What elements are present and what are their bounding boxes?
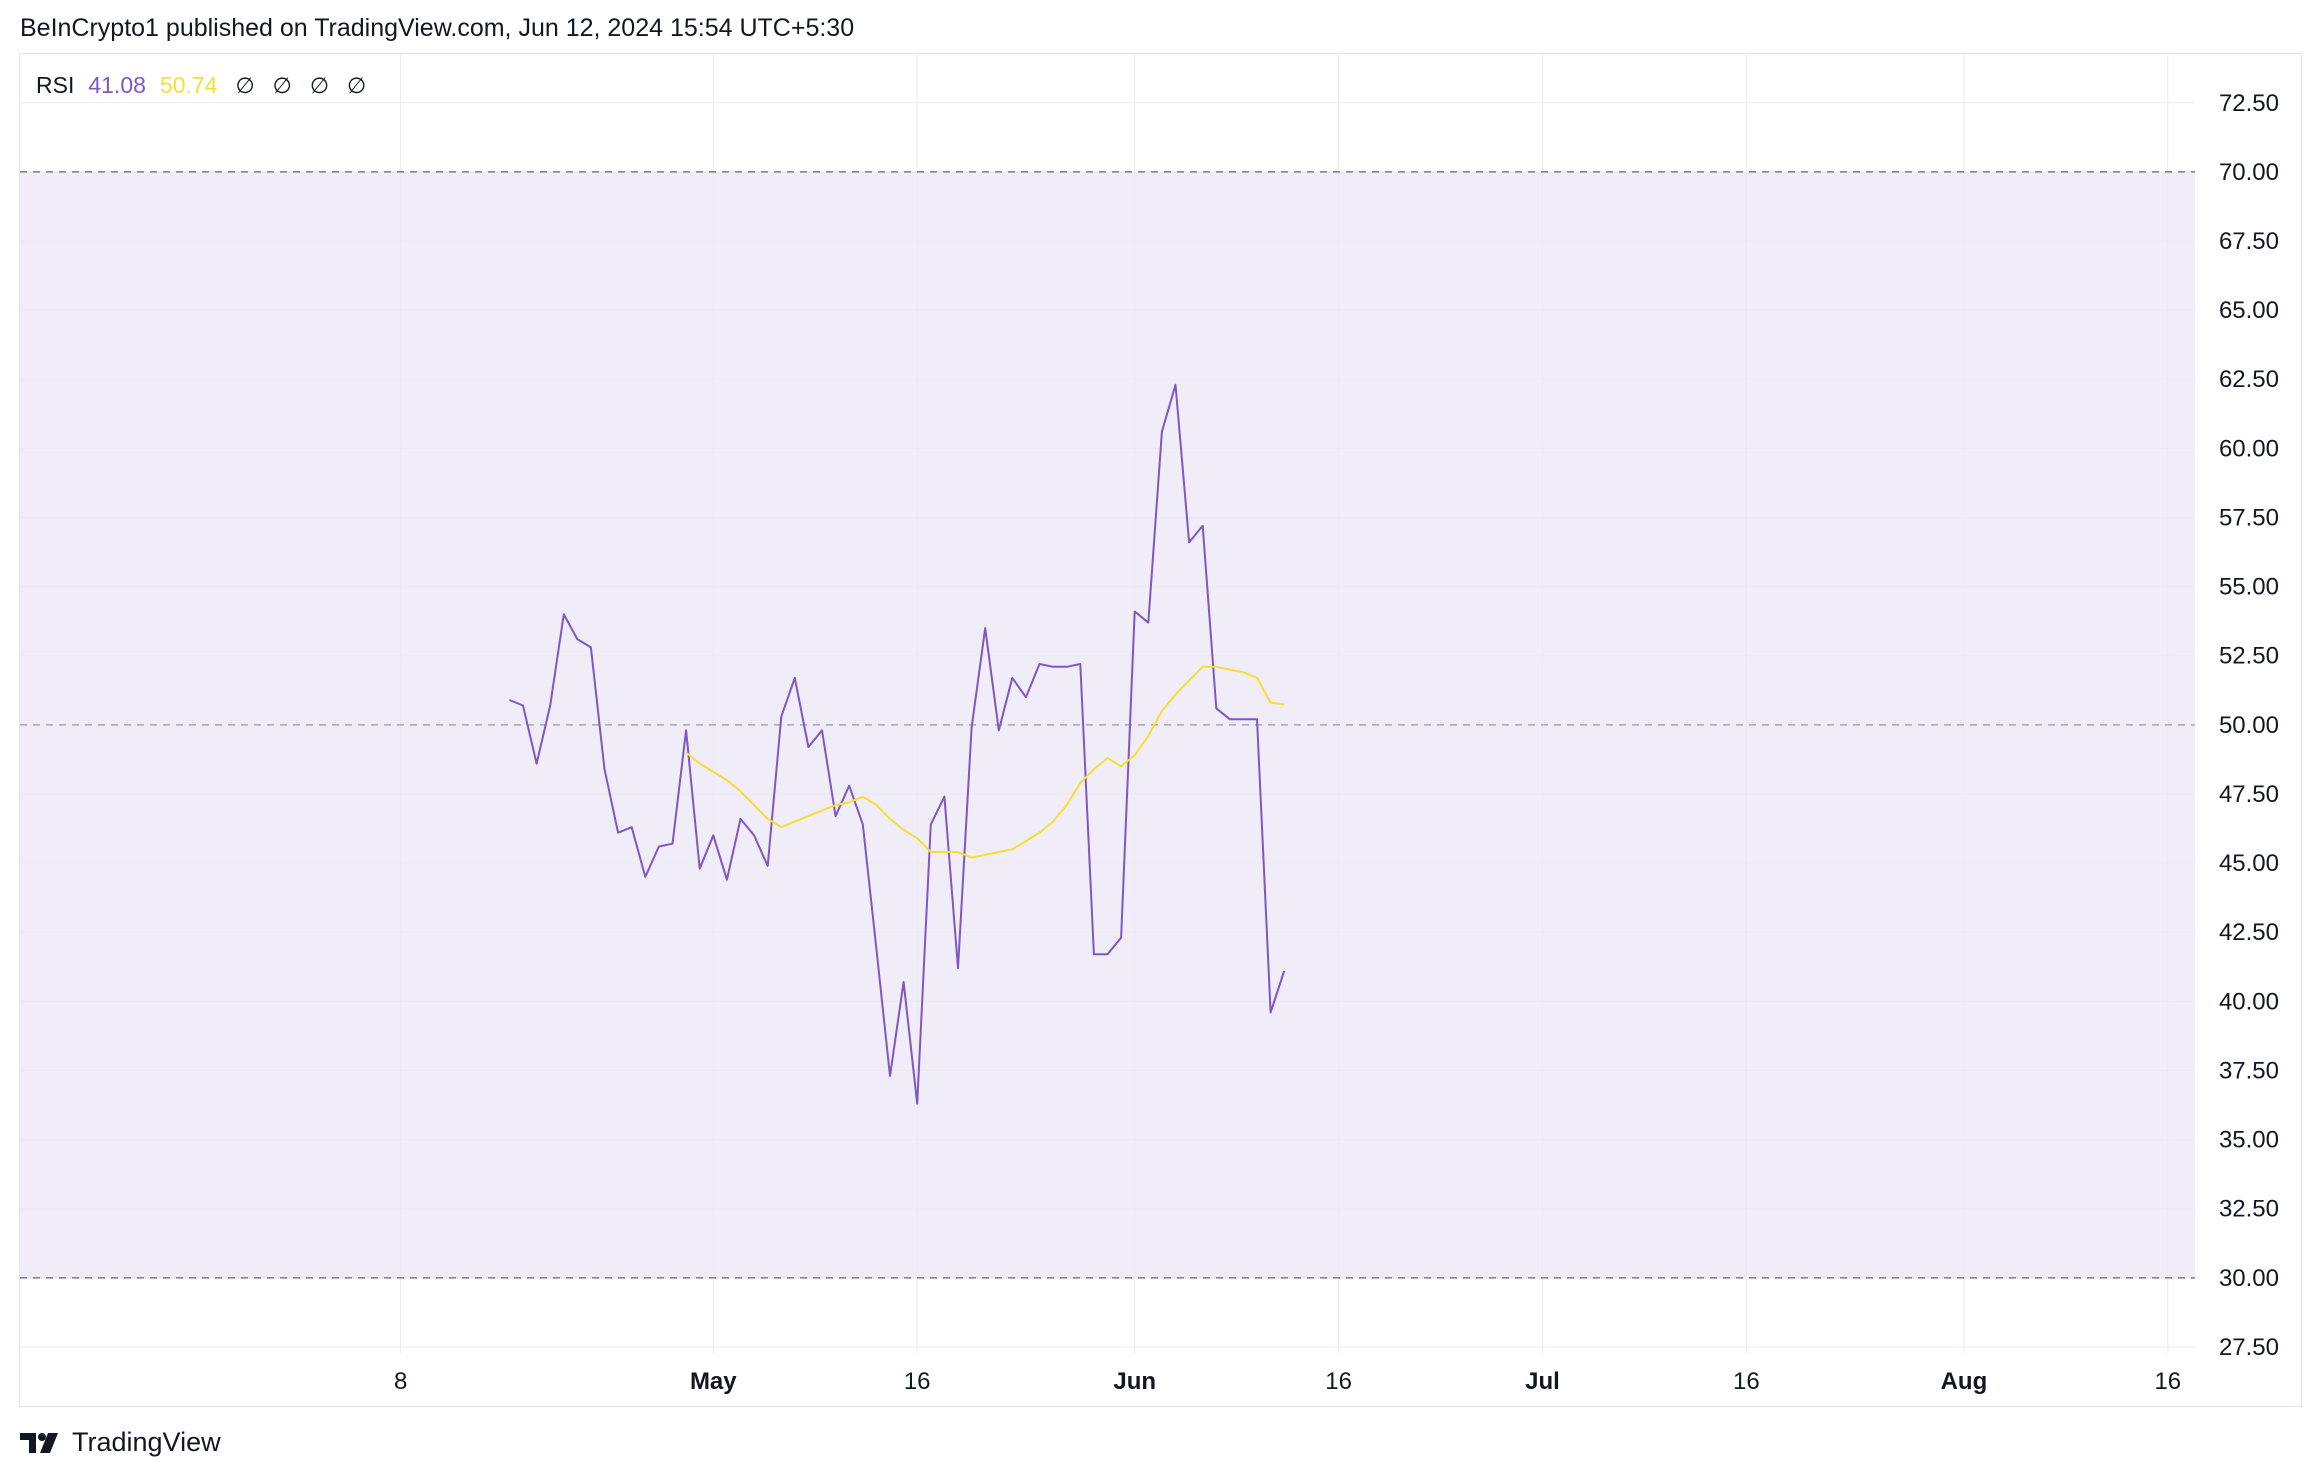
rsi-ma-value: 50.74 bbox=[159, 72, 218, 98]
y-tick-label: 45.00 bbox=[2219, 850, 2279, 877]
series-layer bbox=[509, 383, 1286, 1105]
y-tick-label: 32.50 bbox=[2219, 1196, 2279, 1223]
y-tick-label: 72.50 bbox=[2219, 90, 2279, 117]
x-tick-label: 16 bbox=[2154, 1368, 2181, 1395]
y-tick-label: 57.50 bbox=[2219, 504, 2279, 531]
y-tick-label: 40.00 bbox=[2219, 988, 2279, 1015]
indicator-legend[interactable]: RSI 41.08 50.74 ∅ ∅ ∅ ∅ bbox=[36, 72, 366, 99]
y-tick-label: 50.00 bbox=[2219, 712, 2279, 739]
x-tick-label: 16 bbox=[1733, 1368, 1760, 1395]
y-tick-label: 70.00 bbox=[2219, 159, 2279, 186]
chart-pane[interactable] bbox=[19, 53, 2302, 1407]
y-tick-label: 52.50 bbox=[2219, 643, 2279, 670]
x-tick-label: Jul bbox=[1525, 1368, 1560, 1395]
x-axis-ticks: 8 May 16 Jun 16 Jul 16 Aug 16 bbox=[394, 1368, 2181, 1395]
tradingview-brand-text: TradingView bbox=[72, 1427, 221, 1457]
y-tick-label: 65.00 bbox=[2219, 297, 2279, 324]
y-tick-label: 30.00 bbox=[2219, 1265, 2279, 1292]
vertical-gridlines bbox=[400, 53, 2169, 1353]
empty-value-4: ∅ bbox=[346, 72, 367, 98]
empty-value-1: ∅ bbox=[235, 72, 255, 98]
empty-value-3: ∅ bbox=[309, 72, 329, 98]
x-tick-label: Aug bbox=[1941, 1368, 1988, 1395]
y-tick-label: 62.50 bbox=[2219, 366, 2279, 393]
rsi-value: 41.08 bbox=[88, 72, 146, 98]
tradingview-logo-icon bbox=[20, 1432, 58, 1453]
y-tick-label: 60.00 bbox=[2219, 435, 2279, 462]
y-tick-label: 55.00 bbox=[2219, 574, 2279, 601]
y-tick-label: 67.50 bbox=[2219, 228, 2279, 255]
x-tick-label: Jun bbox=[1113, 1368, 1156, 1395]
published-caption: BeInCrypto1 published on TradingView.com… bbox=[20, 14, 855, 42]
y-axis-ticks: 72.50 70.00 67.50 65.00 62.50 60.00 57.50 55.00… bbox=[2219, 90, 2279, 1361]
empty-value-2: ∅ bbox=[272, 72, 292, 98]
x-tick-label: 8 bbox=[394, 1368, 407, 1395]
y-tick-label: 37.50 bbox=[2219, 1057, 2279, 1084]
tradingview-logo[interactable]: TradingView bbox=[20, 1427, 221, 1458]
x-tick-label: 16 bbox=[1325, 1368, 1352, 1395]
rsi-ma-line bbox=[685, 665, 1285, 859]
x-tick-label: May bbox=[690, 1368, 737, 1395]
rsi-line bbox=[509, 383, 1286, 1105]
y-tick-label: 47.50 bbox=[2219, 781, 2279, 808]
horizontal-gridlines bbox=[20, 102, 2195, 1348]
y-tick-label: 42.50 bbox=[2219, 919, 2279, 946]
y-tick-label: 27.50 bbox=[2219, 1334, 2279, 1361]
y-tick-label: 35.00 bbox=[2219, 1127, 2279, 1154]
indicator-name: RSI bbox=[36, 72, 75, 98]
x-tick-label: 16 bbox=[904, 1368, 931, 1395]
